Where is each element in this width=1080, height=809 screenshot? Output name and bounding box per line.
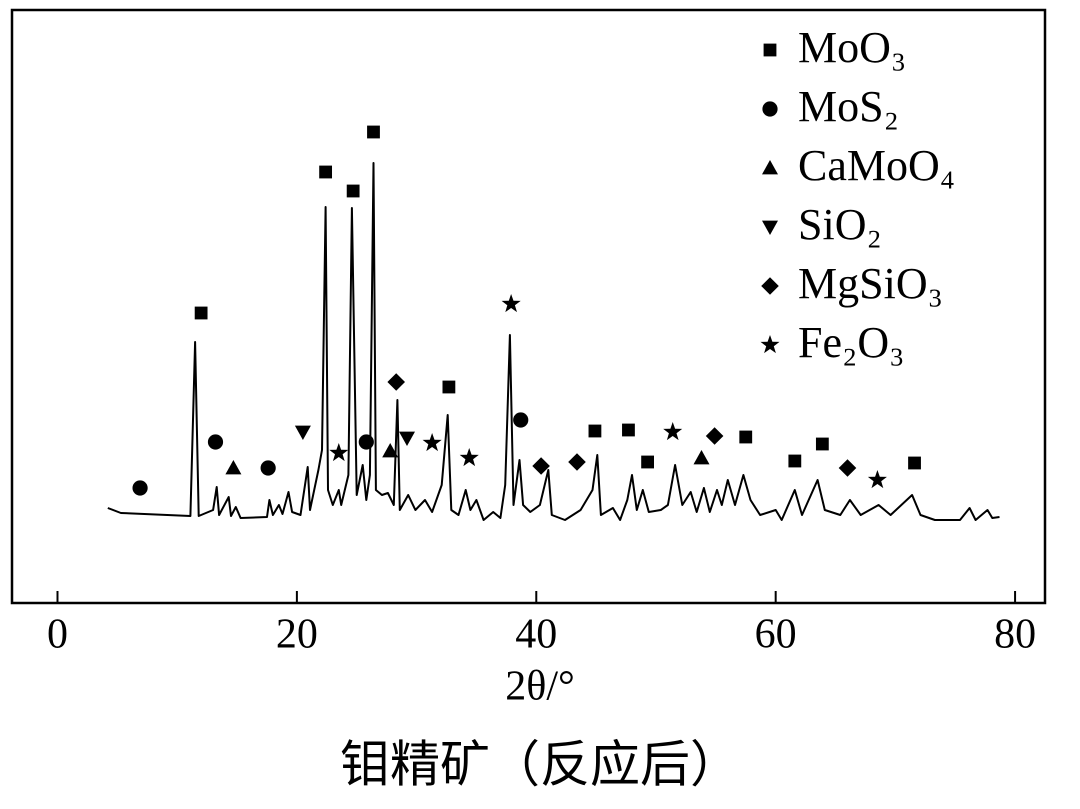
x-tick-label: 40 xyxy=(515,612,557,658)
legend-label: CaMoO₄ xyxy=(798,141,955,190)
x-tick-label: 0 xyxy=(47,612,68,658)
legend-label: Fe₂O₃ xyxy=(798,318,904,367)
phase-marker xyxy=(382,443,399,458)
phase-marker xyxy=(194,306,208,320)
phase-marker xyxy=(908,456,921,470)
phase-marker xyxy=(705,427,724,445)
phase-marker xyxy=(815,437,829,451)
phase-marker xyxy=(387,373,405,391)
phase-marker xyxy=(207,434,224,450)
phase-marker xyxy=(442,380,456,394)
x-tick-label: 20 xyxy=(276,612,318,658)
phase-marker xyxy=(867,470,887,489)
phase-marker xyxy=(693,450,710,465)
legend-symbol xyxy=(763,43,777,57)
x-tick-label: 80 xyxy=(994,612,1036,658)
x-tick-label: 60 xyxy=(755,612,797,658)
phase-marker xyxy=(838,459,857,477)
legend-label: MoO₃ xyxy=(798,23,906,72)
phase-marker xyxy=(641,455,655,469)
plot-frame xyxy=(10,8,1047,605)
phase-marker xyxy=(663,422,683,441)
legend-symbol xyxy=(761,277,779,295)
phase-marker xyxy=(329,443,349,462)
phase-marker xyxy=(532,457,550,475)
phase-marker xyxy=(294,425,311,440)
phase-marker xyxy=(459,448,479,467)
phase-marker xyxy=(513,412,529,428)
phase-marker xyxy=(568,453,586,471)
phase-marker xyxy=(132,480,148,496)
phase-marker xyxy=(346,184,360,198)
chart-title: 钼精矿（反应后） xyxy=(340,736,740,792)
legend-symbol xyxy=(762,160,778,175)
legend-symbol xyxy=(760,335,780,354)
x-axis-label: 2θ/° xyxy=(505,664,575,710)
legend-label: MgSiO₃ xyxy=(798,259,943,308)
legend-symbol xyxy=(762,101,778,117)
phase-marker xyxy=(788,454,802,468)
legend-symbol xyxy=(762,220,778,235)
phase-marker xyxy=(588,424,602,438)
xrd-trace xyxy=(107,162,1000,521)
phase-marker xyxy=(358,434,374,450)
phase-marker xyxy=(260,460,276,476)
phase-marker xyxy=(225,460,242,475)
phase-marker xyxy=(399,431,415,446)
phase-marker xyxy=(422,433,442,452)
phase-marker xyxy=(739,430,753,444)
phase-marker xyxy=(319,165,333,179)
legend-label: MoS₂ xyxy=(798,82,899,131)
legend-label: SiO₂ xyxy=(798,200,882,249)
phase-marker xyxy=(367,125,380,139)
phase-marker xyxy=(501,294,521,313)
phase-marker xyxy=(622,423,635,437)
